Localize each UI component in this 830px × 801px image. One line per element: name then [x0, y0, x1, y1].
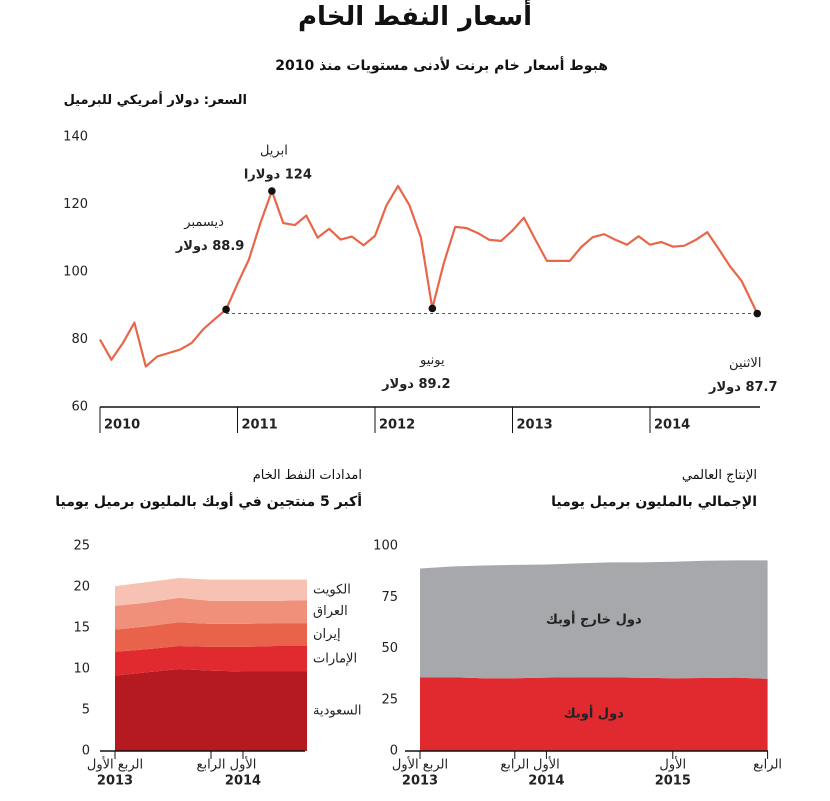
y-tick-label: 60 [71, 400, 88, 415]
x-tick-label: الربع الأول [87, 756, 143, 773]
x-year-label: 2014 [225, 774, 261, 789]
x-tick-label: الأول [659, 756, 686, 773]
annotation-dot [428, 304, 437, 313]
x-tick-label: الرابع [753, 758, 782, 773]
x-tick-label: الأول [533, 756, 560, 773]
y-tick-label: 50 [381, 641, 398, 656]
x-year-label: 2013 [97, 774, 133, 789]
x-tick-label: الرابع [197, 758, 226, 773]
supply-title: امدادات النفط الخام [252, 468, 362, 483]
stacked-area [115, 597, 307, 630]
stacked-area [115, 578, 307, 606]
y-tick-label: 100 [63, 265, 88, 280]
x-tick-label: الأول [230, 756, 257, 773]
x-tick-label: 2010 [104, 418, 140, 433]
production-title: الإنتاج العالمي [681, 468, 757, 483]
series-label: دول أوبك [564, 705, 624, 722]
legend-label: العراق [313, 604, 348, 619]
x-year-label: 2014 [528, 774, 564, 789]
stacked-area [115, 622, 307, 652]
y-tick-label: 0 [390, 744, 398, 759]
legend-label: السعودية [313, 704, 362, 719]
stacked-area [115, 669, 307, 751]
y-tick-label: 15 [73, 621, 90, 636]
price-line [99, 184, 759, 368]
annotation-value: 87.7 دولار [708, 380, 778, 395]
y-tick-label: 25 [381, 692, 398, 707]
annotation-value: 88.9 دولار [175, 239, 245, 254]
series-label: دول خارج أوبك [546, 610, 642, 627]
y-tick-label: 100 [373, 539, 398, 554]
y-tick-label: 80 [71, 332, 88, 347]
x-year-label: 2015 [655, 774, 691, 789]
main-subtitle: هبوط أسعار خام برنت لأدنى مستويات منذ 20… [275, 58, 608, 74]
legend-label: الإمارات [313, 651, 357, 666]
x-tick-label: 2011 [242, 418, 278, 433]
y-tick-label: 0 [82, 744, 90, 759]
annotation-label: ديسمبر [183, 215, 224, 230]
y-tick-label: 10 [73, 662, 90, 677]
x-tick-label: 2014 [654, 418, 690, 433]
y-tick-label: 120 [63, 197, 88, 212]
supply-subtitle: أكبر 5 منتجين في أوبك بالمليون برميل يوم… [55, 494, 362, 510]
annotation-dot [753, 309, 762, 318]
y-tick-label: 140 [63, 130, 88, 145]
stacked-area [115, 646, 307, 676]
x-tick-label: الرابع [500, 758, 529, 773]
y-axis-label: السعر: دولار أمريكي للبرميل [63, 93, 247, 108]
annotation-dot [268, 187, 276, 195]
stacked-area [420, 560, 768, 679]
legend-label: إيران [313, 627, 341, 642]
main-title: أسعار النفط الخام [297, 2, 533, 32]
annotation-label: يونيو [419, 353, 445, 368]
legend-label: الكويت [313, 582, 351, 597]
annotation-label: الاثنين [729, 356, 761, 371]
x-tick-label: 2012 [379, 418, 415, 433]
stacked-area [420, 677, 768, 751]
y-tick-label: 20 [73, 580, 90, 595]
x-tick-label: الربع الأول [392, 756, 448, 773]
y-tick-label: 75 [381, 590, 398, 605]
annotation-value: 124 دولارا [244, 168, 312, 183]
production-subtitle: الإجمالي بالمليون برميل يوميا [551, 494, 757, 510]
x-tick-label: 2013 [517, 418, 553, 433]
y-tick-label: 5 [82, 703, 90, 718]
x-year-label: 2013 [402, 774, 438, 789]
annotation-label: ابريل [260, 144, 288, 159]
annotation-value: 89.2 دولار [381, 377, 451, 392]
y-tick-label: 25 [73, 539, 90, 554]
annotation-dot [222, 305, 230, 314]
